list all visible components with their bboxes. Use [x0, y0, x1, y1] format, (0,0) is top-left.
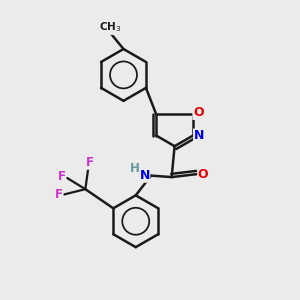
Text: CH$_3$: CH$_3$	[99, 21, 122, 34]
Text: H: H	[130, 162, 140, 175]
Text: N: N	[140, 169, 150, 182]
Text: F: F	[86, 156, 94, 169]
Text: O: O	[193, 106, 204, 119]
Text: F: F	[55, 188, 63, 201]
Text: N: N	[194, 129, 204, 142]
Text: F: F	[58, 170, 66, 183]
Text: O: O	[198, 168, 208, 181]
